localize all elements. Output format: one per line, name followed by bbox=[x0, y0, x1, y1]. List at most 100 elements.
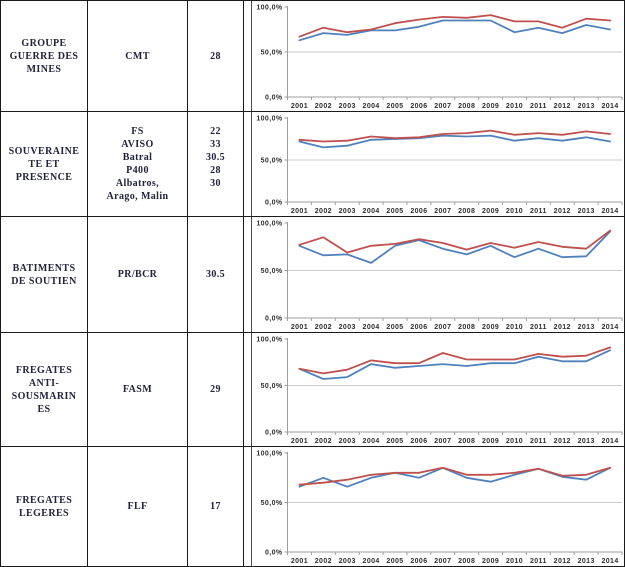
category-cell-fregates-anti-sousmarines: FREGATES ANTI- SOUSMARIN ES bbox=[1, 333, 87, 446]
x-axis-tick-label: 2005 bbox=[386, 103, 403, 110]
availability-line-chart: 100,0% 50,0% 0,0% 2001 2002 2003 2004 2005 2006 2… bbox=[244, 217, 624, 332]
x-axis-tick-label: 2005 bbox=[386, 438, 403, 445]
x-axis-tick-label: 2001 bbox=[291, 208, 308, 215]
x-axis-tick-label: 2004 bbox=[363, 438, 380, 445]
x-axis-tick-label: 2001 bbox=[291, 324, 308, 331]
y-axis-tick-label: 0,0% bbox=[265, 200, 283, 207]
x-axis-tick-label: 2007 bbox=[434, 438, 451, 445]
x-axis-tick-label: 2002 bbox=[315, 438, 332, 445]
x-axis-tick-label: 2006 bbox=[410, 438, 427, 445]
availability-line-chart: 100,0% 50,0% 0,0% 2001 2002 2003 2004 2005 2006 2… bbox=[244, 333, 624, 446]
x-axis-tick-label: 2014 bbox=[601, 208, 618, 215]
x-axis-tick-label: 2008 bbox=[458, 324, 475, 331]
x-axis-tick-label: 2002 bbox=[315, 558, 332, 565]
quantity-cell: 22 33 30.5 28 30 bbox=[188, 112, 243, 216]
x-axis-tick-label: 2005 bbox=[386, 324, 403, 331]
quantity-cell: 29 bbox=[188, 333, 243, 446]
x-axis-tick-label: 2002 bbox=[315, 324, 332, 331]
x-axis-tick-label: 2010 bbox=[506, 438, 523, 445]
category-cell-batiments-de-soutien: BATIMENTS DE SOUTIEN bbox=[1, 217, 87, 332]
x-axis-tick-label: 2011 bbox=[530, 438, 547, 445]
red-line bbox=[298, 466, 612, 486]
x-axis-tick-label: 2006 bbox=[410, 103, 427, 110]
x-axis-tick-label: 2004 bbox=[363, 103, 380, 110]
x-axis-tick-label: 2007 bbox=[434, 324, 451, 331]
x-axis-tick-label: 2013 bbox=[578, 558, 595, 565]
y-axis-tick-label: 50,0% bbox=[261, 158, 283, 165]
x-axis-tick-label: 2008 bbox=[458, 438, 475, 445]
red-line bbox=[298, 129, 612, 143]
line-chart-canvas: 100,0% 50,0% 0,0% 2001 2002 2003 2004 2005 2006 2… bbox=[251, 112, 623, 216]
x-axis-tick-label: 2006 bbox=[410, 324, 427, 331]
x-axis-tick-label: 2011 bbox=[530, 324, 547, 331]
blue-line bbox=[298, 349, 612, 380]
x-axis-tick-label: 2010 bbox=[506, 324, 523, 331]
line-chart-canvas: 100,0% 50,0% 0,0% 2001 2002 2003 2004 2005 2006 2… bbox=[251, 217, 623, 332]
x-axis-tick-label: 2009 bbox=[482, 208, 499, 215]
x-axis-tick-label: 2011 bbox=[530, 103, 547, 110]
x-axis-tick-label: 2003 bbox=[339, 558, 356, 565]
x-axis-tick-label: 2013 bbox=[578, 438, 595, 445]
y-axis-tick-label: 0,0% bbox=[265, 550, 283, 557]
availability-line-chart: 100,0% 50,0% 0,0% 2001 2002 2003 2004 2005 2006 2… bbox=[244, 112, 624, 216]
red-line bbox=[298, 14, 612, 38]
x-axis-tick-label: 2001 bbox=[291, 558, 308, 565]
blue-line bbox=[298, 230, 612, 264]
x-axis-tick-label: 2007 bbox=[434, 103, 451, 110]
y-axis-tick-label: 100,0% bbox=[256, 116, 283, 123]
quantity-cell: 30.5 bbox=[188, 217, 243, 332]
x-axis-tick-label: 2003 bbox=[339, 103, 356, 110]
blue-line bbox=[298, 19, 612, 42]
x-axis-tick-label: 2012 bbox=[554, 208, 571, 215]
ship-type-cell: CMT bbox=[88, 1, 187, 111]
y-axis-tick-label: 0,0% bbox=[265, 430, 283, 437]
x-axis-tick-label: 2008 bbox=[458, 208, 475, 215]
quantity-cell: 28 bbox=[188, 1, 243, 111]
x-axis-tick-label: 2004 bbox=[363, 558, 380, 565]
red-line bbox=[298, 229, 612, 254]
x-axis-tick-label: 2002 bbox=[315, 208, 332, 215]
x-axis-tick-label: 2012 bbox=[554, 438, 571, 445]
y-axis-tick-label: 100,0% bbox=[256, 5, 283, 12]
quantity-cell: 17 bbox=[188, 447, 243, 566]
x-axis-tick-label: 2013 bbox=[578, 324, 595, 331]
x-axis-tick-label: 2004 bbox=[363, 208, 380, 215]
x-axis-tick-label: 2011 bbox=[530, 558, 547, 565]
x-axis-tick-label: 2010 bbox=[506, 103, 523, 110]
x-axis-tick-label: 2002 bbox=[315, 103, 332, 110]
availability-line-chart: 100,0% 50,0% 0,0% 2001 2002 2003 2004 2005 2006 2… bbox=[244, 447, 624, 566]
x-axis-tick-label: 2009 bbox=[482, 558, 499, 565]
x-axis-tick-label: 2010 bbox=[506, 558, 523, 565]
y-axis-tick-label: 100,0% bbox=[256, 337, 283, 344]
ship-type-cell: FS AVISO Batral P400 Albatros, Arago, Ma… bbox=[88, 112, 187, 216]
red-line bbox=[298, 346, 612, 375]
x-axis-tick-label: 2014 bbox=[601, 438, 618, 445]
x-axis-tick-label: 2009 bbox=[482, 324, 499, 331]
x-axis-tick-label: 2009 bbox=[482, 103, 499, 110]
x-axis-tick-label: 2006 bbox=[410, 208, 427, 215]
y-axis-tick-label: 50,0% bbox=[261, 383, 283, 390]
x-axis-tick-label: 2009 bbox=[482, 438, 499, 445]
x-axis-tick-label: 2007 bbox=[434, 558, 451, 565]
x-axis-tick-label: 2012 bbox=[554, 103, 571, 110]
category-cell-fregates-legeres: FREGATES LEGERES bbox=[1, 447, 87, 566]
y-axis-tick-label: 100,0% bbox=[256, 451, 283, 458]
x-axis-tick-label: 2003 bbox=[339, 438, 356, 445]
x-axis-tick-label: 2014 bbox=[601, 324, 618, 331]
y-axis-tick-label: 0,0% bbox=[265, 95, 283, 102]
x-axis-tick-label: 2004 bbox=[363, 324, 380, 331]
x-axis-tick-label: 2014 bbox=[601, 103, 618, 110]
y-axis-tick-label: 50,0% bbox=[261, 268, 283, 275]
x-axis-tick-label: 2008 bbox=[458, 103, 475, 110]
availability-line-chart: 100,0% 50,0% 0,0% 2001 2002 2003 2004 2005 2006 2… bbox=[244, 1, 624, 111]
y-axis-tick-label: 50,0% bbox=[261, 50, 283, 57]
x-axis-tick-label: 2012 bbox=[554, 558, 571, 565]
x-axis-tick-label: 2006 bbox=[410, 558, 427, 565]
line-chart-canvas: 100,0% 50,0% 0,0% 2001 2002 2003 2004 2005 2006 2… bbox=[251, 333, 623, 446]
line-chart-canvas: 100,0% 50,0% 0,0% 2001 2002 2003 2004 2005 2006 2… bbox=[251, 1, 623, 111]
y-axis-tick-label: 100,0% bbox=[256, 221, 283, 228]
x-axis-tick-label: 2013 bbox=[578, 103, 595, 110]
x-axis-tick-label: 2014 bbox=[601, 558, 618, 565]
ship-type-cell: PR/BCR bbox=[88, 217, 187, 332]
